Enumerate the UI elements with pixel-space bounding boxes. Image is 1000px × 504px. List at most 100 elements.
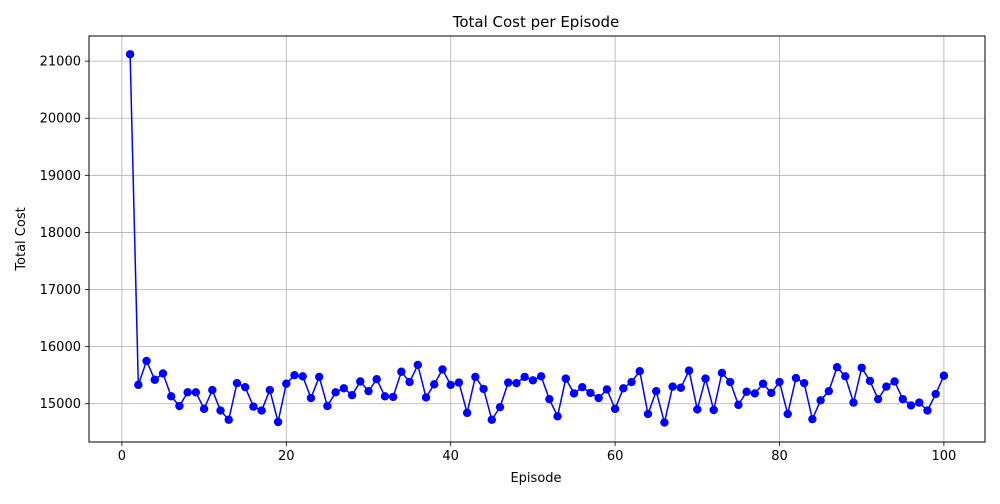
data-point [487,415,496,424]
data-point [627,377,636,387]
data-point [282,379,291,388]
y-tick-label: 20000 [40,112,81,127]
data-point [240,382,250,392]
data-point [339,384,349,393]
data-point [167,392,176,401]
data-point [471,372,480,382]
data-point [693,405,702,414]
data-point [758,379,768,388]
data-point [799,378,809,388]
data-point [388,392,398,402]
data-point [553,412,562,421]
data-point [208,385,217,395]
data-point [882,382,891,391]
series-layer [125,50,949,427]
x-tick-label: 60 [607,449,624,464]
data-point [783,409,792,419]
x-tick-label: 20 [278,449,295,464]
data-point [323,401,332,411]
data-point [175,401,184,411]
axis-ticks: 0 20 40 60 80 100 15000 16000 17000 18000 19000 200… [40,55,957,464]
data-point [520,372,529,382]
y-tick-label: 18000 [40,226,81,241]
data-point [906,401,916,410]
data-point [331,388,340,397]
data-point [586,388,595,398]
data-point [462,408,472,418]
y-tick-label: 16000 [40,340,81,355]
data-point [594,393,603,403]
data-point [841,372,850,381]
data-point [610,404,620,414]
y-tick-label: 21000 [40,55,81,70]
data-point [701,374,710,383]
y-axis-label: Total Cost [14,207,29,271]
data-point [347,390,357,400]
data-point [495,402,505,412]
data-point [898,394,907,404]
data-point [545,394,554,404]
data-point [660,418,669,427]
data-point [265,385,275,395]
data-point [183,388,192,397]
data-point [191,388,201,397]
data-point [257,406,266,415]
data-point [454,378,464,387]
data-point [915,398,924,407]
data-point [232,378,242,388]
x-tick-label: 40 [442,449,459,464]
data-point [767,388,776,398]
series-line [129,54,945,423]
data-point [849,398,858,407]
x-tick-label: 0 [118,449,126,464]
data-point [816,396,825,405]
data-point [684,366,694,375]
data-point [865,376,875,386]
grid [89,36,985,442]
data-point [216,406,225,415]
plot-frame [88,35,986,443]
data-point [504,378,513,387]
data-point [125,50,135,59]
data-point [356,377,365,386]
data-point [931,389,940,399]
data-point [643,409,653,419]
x-axis-label: Episode [510,471,561,486]
data-point [372,374,381,384]
x-tick-label: 80 [771,449,788,464]
data-point [298,372,307,381]
data-point [158,369,168,378]
data-point [923,406,932,415]
data-point [668,382,677,391]
data-point [890,377,899,386]
data-point [635,366,644,376]
data-point [199,404,209,414]
chart-title: Total Cost per Episode [452,13,620,31]
data-point [536,372,546,381]
data-point [709,405,718,415]
data-point [824,386,834,396]
data-point [775,377,784,387]
data-point [619,384,628,393]
data-point [380,392,390,401]
data-point [438,365,447,374]
data-point [791,373,801,383]
data-point [446,380,455,390]
data-point [142,356,151,366]
data-point [857,363,866,372]
data-point [430,380,439,389]
data-point [578,382,587,392]
data-point [725,377,735,387]
data-point [224,415,233,424]
data-point [528,376,538,385]
data-point [808,414,817,424]
y-tick-label: 17000 [40,283,81,298]
data-point [249,402,258,411]
data-point [569,389,579,398]
data-point [750,389,760,398]
data-point [421,393,431,402]
data-point [602,385,612,394]
data-point [873,394,883,404]
